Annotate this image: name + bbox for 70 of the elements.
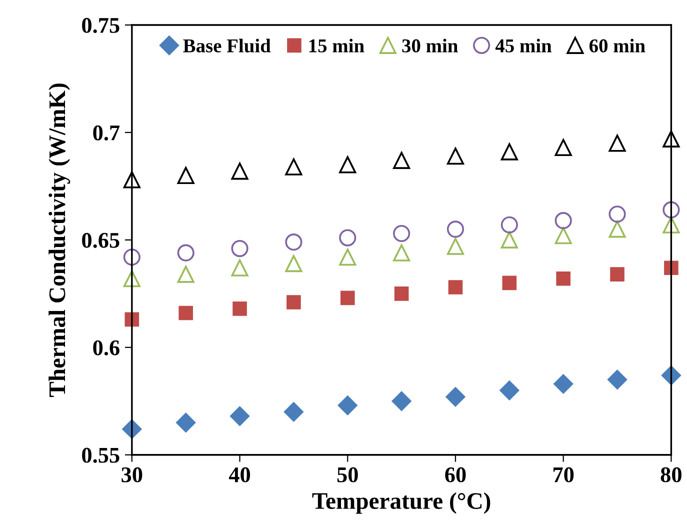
point <box>554 374 574 394</box>
point <box>608 370 628 390</box>
point <box>285 158 302 176</box>
legend-label: Base Fluid <box>183 38 271 52</box>
point <box>446 238 464 255</box>
point <box>392 391 412 411</box>
point <box>500 216 518 234</box>
legend-label: 45 min <box>495 38 552 52</box>
point <box>230 406 250 426</box>
y-tick-label: 0.75 <box>82 18 120 34</box>
point <box>662 201 680 218</box>
point <box>502 276 517 290</box>
point <box>448 280 463 294</box>
x-tick-label: 50 <box>337 467 358 482</box>
point <box>500 143 518 160</box>
legend-label: 15 min <box>309 38 364 52</box>
x-tick-label: 60 <box>445 467 466 482</box>
point <box>610 267 624 282</box>
point <box>177 244 194 262</box>
point <box>285 234 302 251</box>
point <box>446 148 464 165</box>
point <box>123 171 140 188</box>
point <box>231 240 248 258</box>
point <box>123 248 140 266</box>
point <box>284 402 304 422</box>
point <box>608 206 626 223</box>
point <box>554 138 572 156</box>
y-axis-title: Thermal Conductivity (W/mK) <box>48 84 70 397</box>
point <box>608 134 626 152</box>
point <box>393 244 410 262</box>
x-tick-label: 30 <box>122 467 142 482</box>
point <box>285 255 302 272</box>
point <box>556 271 570 286</box>
point <box>231 162 248 180</box>
x-axis-title: Temperature (°C) <box>312 492 490 514</box>
legend-label: 30 min <box>402 38 458 52</box>
point <box>446 220 464 238</box>
x-tick-label: 40 <box>228 467 250 482</box>
legend-label: 60 min <box>589 38 646 52</box>
y-tick-label: 0.7 <box>93 125 120 140</box>
point <box>176 412 196 432</box>
y-tick-label: 0.6 <box>93 340 120 356</box>
point <box>393 224 410 242</box>
x-tick-label: 80 <box>660 467 682 482</box>
point <box>123 270 140 288</box>
point <box>662 216 680 234</box>
point <box>339 156 356 174</box>
point <box>664 260 678 276</box>
point <box>339 229 356 246</box>
point <box>286 295 301 310</box>
point <box>446 387 466 407</box>
x-tick-label: 70 <box>554 467 574 482</box>
point <box>177 266 194 283</box>
point <box>608 220 626 238</box>
point <box>554 212 572 230</box>
point <box>393 152 410 169</box>
y-tick-label: 0.55 <box>82 448 120 463</box>
point <box>231 259 248 276</box>
point <box>177 166 194 184</box>
point <box>178 306 193 320</box>
point <box>500 231 518 248</box>
point <box>394 286 409 301</box>
point <box>232 302 247 316</box>
point <box>338 396 358 416</box>
point <box>339 248 356 266</box>
y-tick-label: 0.65 <box>82 232 120 248</box>
point <box>500 380 520 400</box>
point <box>340 290 355 306</box>
point <box>662 130 680 148</box>
point <box>554 227 572 244</box>
